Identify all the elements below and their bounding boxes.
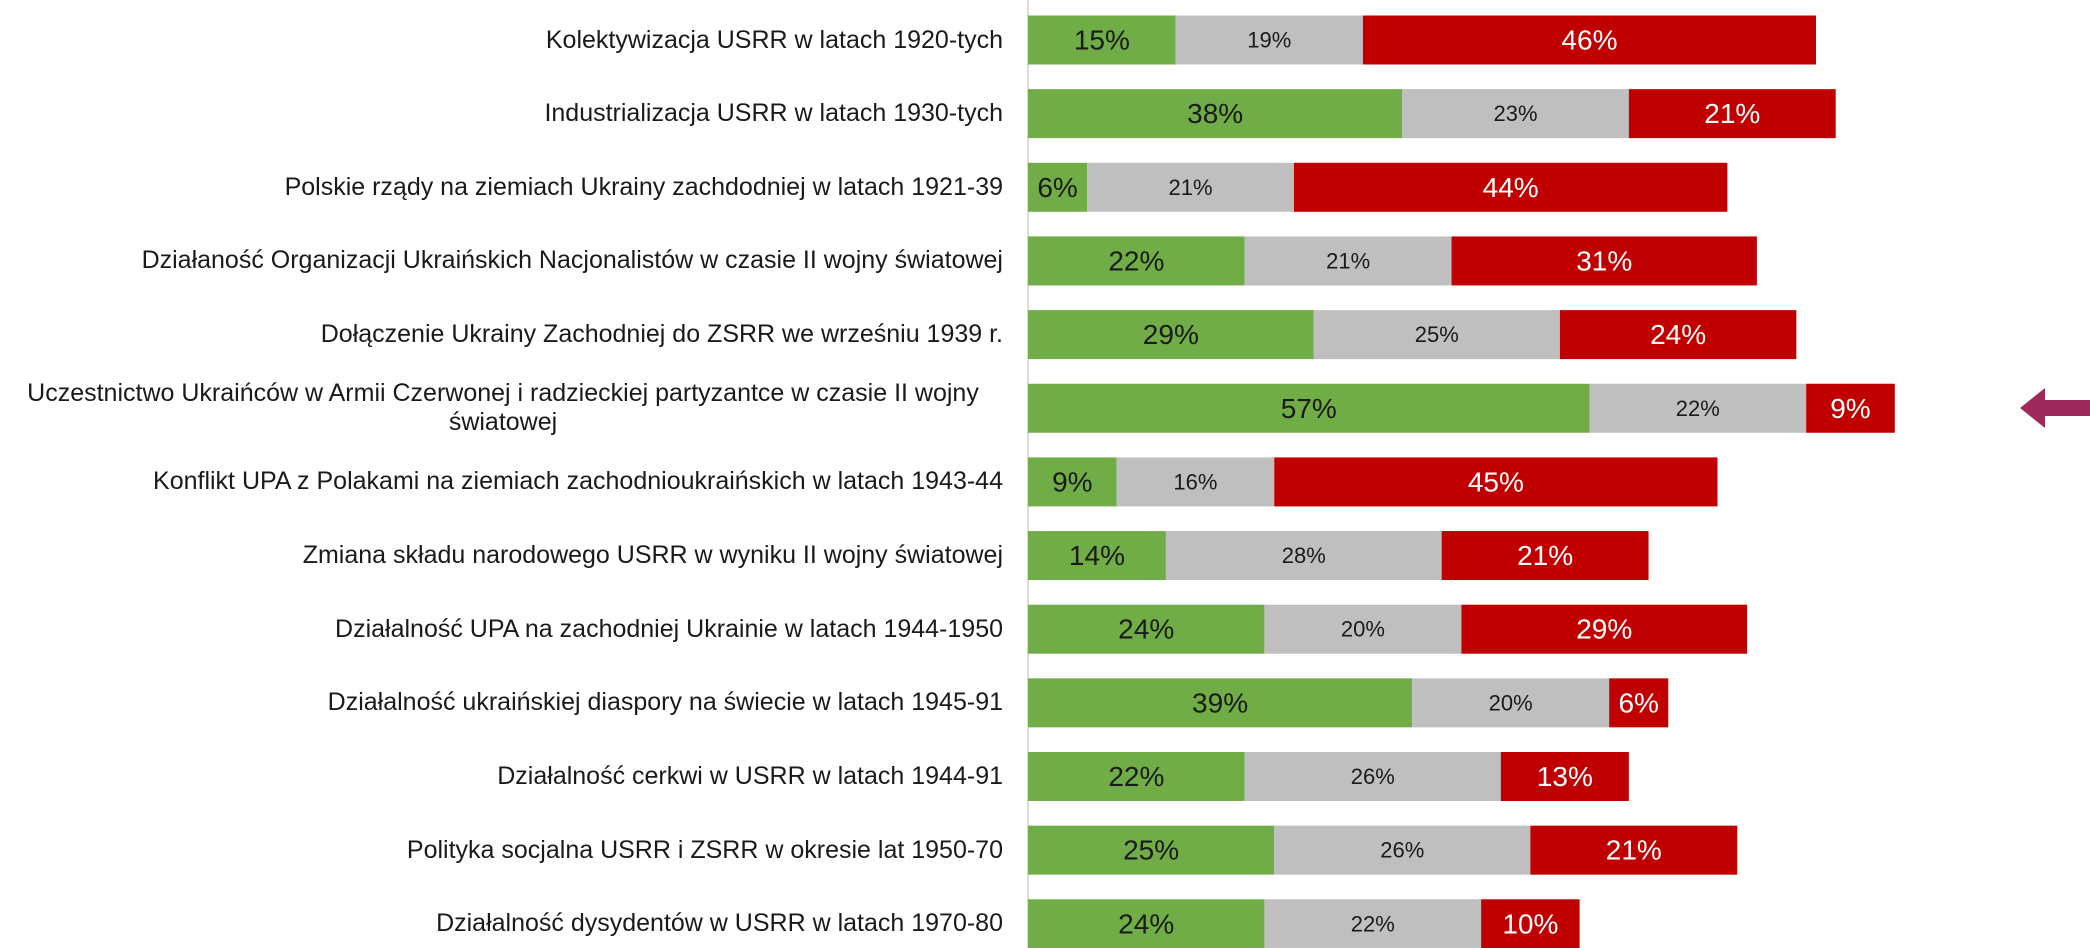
bar-segment [1451, 236, 1757, 286]
bar-segment [1175, 15, 1363, 65]
value-label: 21% [1169, 175, 1213, 200]
value-label: 24% [1118, 614, 1174, 645]
bar-segment [1412, 678, 1610, 728]
category-label: Uczestnictwo Ukraińców w Armii Czerwonej… [27, 379, 979, 437]
bar-segment [1628, 89, 1836, 139]
bar-segment [1530, 825, 1738, 875]
bar-segment [1244, 236, 1452, 286]
bar-segment [1116, 457, 1275, 507]
value-label: 15% [1074, 25, 1130, 56]
bar-segment [1313, 310, 1560, 360]
bar-segment [1028, 310, 1314, 360]
bar-segment [1028, 825, 1275, 875]
bar-segment [1165, 531, 1442, 581]
value-label: 23% [1494, 101, 1538, 126]
value-label: 24% [1650, 319, 1706, 350]
value-label: 13% [1537, 761, 1593, 792]
bar-segment [1609, 678, 1669, 728]
value-label: 20% [1341, 617, 1385, 642]
value-label: 39% [1192, 687, 1248, 718]
bar-segment [1402, 89, 1629, 139]
value-label: 57% [1281, 393, 1337, 424]
value-label: 22% [1351, 911, 1395, 936]
value-label: 45% [1468, 466, 1524, 497]
value-label: 25% [1123, 835, 1179, 866]
bar-segment [1441, 531, 1649, 581]
value-label: 6% [1037, 172, 1077, 203]
value-label: 26% [1351, 764, 1395, 789]
value-label: 25% [1415, 322, 1459, 347]
bar-segment [1028, 678, 1413, 728]
bar-segment [1264, 899, 1482, 948]
value-label: 9% [1052, 466, 1092, 497]
bar-segment [1806, 383, 1895, 433]
bar-segment [1028, 752, 1245, 801]
value-label: 29% [1576, 614, 1632, 645]
value-label: 19% [1247, 28, 1291, 53]
value-label: 31% [1576, 245, 1632, 276]
value-label: 22% [1108, 761, 1164, 792]
value-label: 28% [1282, 543, 1326, 568]
bar-segment [1028, 236, 1245, 286]
value-label: 9% [1830, 393, 1870, 424]
value-label: 21% [1517, 540, 1573, 571]
bar-segment [1028, 457, 1117, 507]
value-label: 24% [1118, 908, 1174, 939]
bar-segment [1293, 162, 1728, 212]
bar-segment [1274, 825, 1531, 875]
bar-segment [1559, 310, 1797, 360]
value-label: 22% [1108, 245, 1164, 276]
bar-segment [1028, 15, 1176, 65]
category-label: Działalność dysydentów w USRR w latach 1… [436, 909, 1003, 938]
bar-segment [1274, 457, 1718, 507]
value-label: 10% [1502, 908, 1558, 939]
value-label: 6% [1618, 687, 1658, 718]
bar-segment [1087, 162, 1294, 212]
bar-segment [1028, 899, 1265, 948]
value-label: 21% [1326, 248, 1370, 273]
bar-segment [1500, 752, 1629, 801]
value-label: 22% [1676, 396, 1720, 421]
category-label: Zmiana składu narodowego USRR w wyniku I… [302, 541, 1003, 570]
highlight-arrow [2020, 388, 2090, 428]
category-label: Działalność ukraińskiej diaspory na świe… [327, 688, 1003, 717]
value-label: 16% [1173, 469, 1217, 494]
category-label: Industrializacja USRR w latach 1930-tych [544, 99, 1003, 128]
bar-segment [1028, 531, 1166, 581]
bar-segment [1028, 89, 1403, 139]
bar-segment [1028, 383, 1590, 433]
value-label: 21% [1606, 835, 1662, 866]
bar-segment [1028, 162, 1088, 212]
category-label: Polityka socjalna USRR i ZSRR w okresie … [406, 835, 1003, 864]
category-label: Polskie rządy na ziemiach Ukrainy zachdo… [284, 172, 1003, 201]
value-label: 26% [1380, 838, 1424, 863]
bar-segment [1589, 383, 1807, 433]
value-label: 38% [1187, 98, 1243, 129]
value-label: 44% [1483, 172, 1539, 203]
bar-segment [1244, 752, 1501, 801]
category-label: Działalność cerkwi w USRR w latach 1944-… [497, 762, 1003, 790]
value-label: 29% [1143, 319, 1199, 350]
value-label: 14% [1069, 540, 1125, 571]
category-label: Działaność Organizacji Ukraińskich Nacjo… [141, 246, 1003, 275]
value-label: 46% [1561, 25, 1617, 56]
bar-segment [1481, 899, 1580, 948]
bar-segment [1362, 15, 1816, 65]
bar-segment [1461, 604, 1748, 654]
value-label: 20% [1489, 690, 1533, 715]
category-label: Kolektywizacja USRR w latach 1920-tych [545, 25, 1003, 54]
category-label: Konflikt UPA z Polakami na ziemiach zach… [153, 467, 1003, 496]
category-label: Dołączenie Ukrainy Zachodniej do ZSRR we… [320, 320, 1003, 349]
category-label: Działalność UPA na zachodniej Ukrainie w… [335, 614, 1003, 643]
value-label: 21% [1704, 98, 1760, 129]
bar-segment [1028, 604, 1265, 654]
bar-segment [1264, 604, 1462, 654]
